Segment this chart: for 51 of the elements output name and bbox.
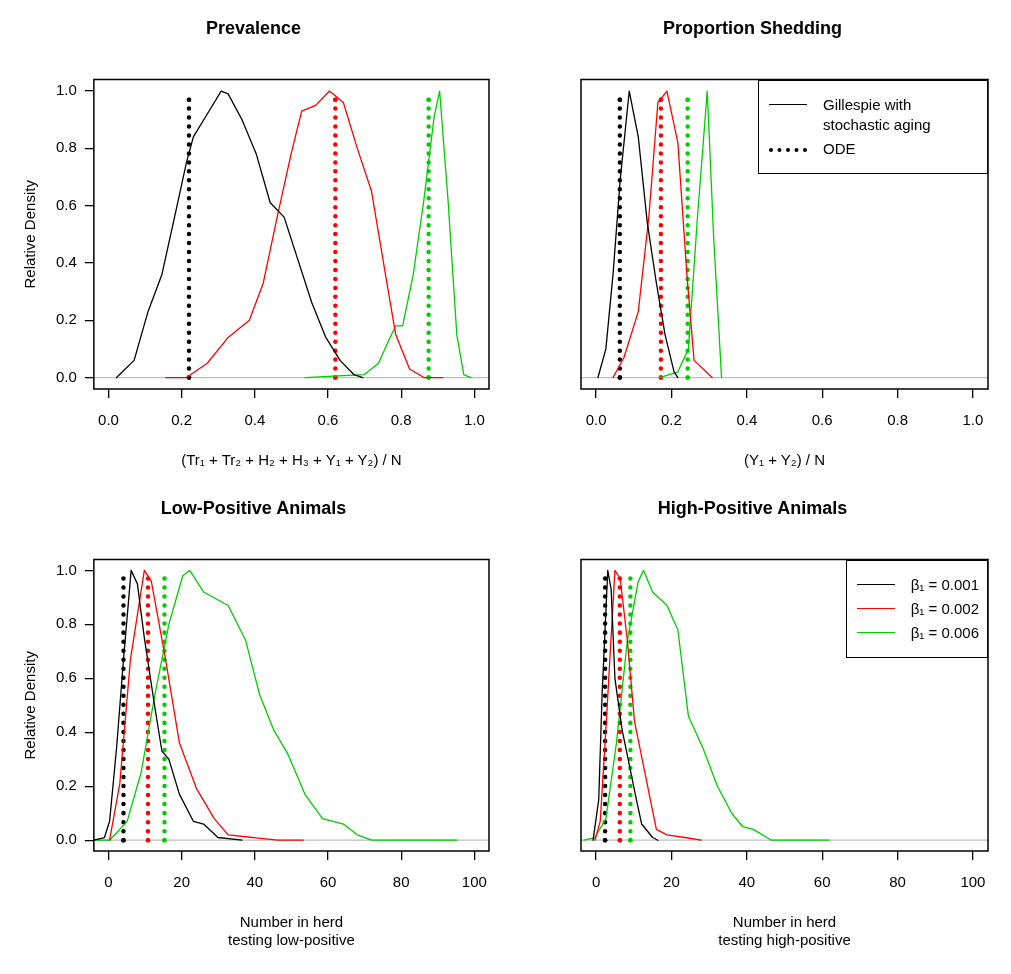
legend-label: β₁ = 0.002: [910, 598, 979, 619]
y-tick-label: 0.4: [55, 253, 77, 271]
x-tick-label: 40: [246, 873, 264, 891]
x-tick-label: 0: [104, 873, 113, 891]
legend-label: Gillespie with stochastic aging: [823, 94, 932, 135]
chart-title: Low-Positive Animals: [160, 497, 347, 518]
x-tick-label: 20: [173, 873, 191, 891]
x-axis-title: Number in herd testing low-positive: [228, 913, 355, 949]
y-axis-title: Relative Density: [21, 179, 39, 289]
legend-label: β₁ = 0.006: [910, 622, 979, 643]
x-tick-label: 0.0: [98, 411, 119, 429]
y-tick-label: 0.6: [55, 668, 77, 686]
x-axis-title: Number in herd testing high-positive: [718, 913, 851, 949]
x-tick-label: 0.8: [887, 411, 908, 429]
x-tick-label: 0.8: [390, 411, 412, 429]
y-tick-label: 1.0: [55, 81, 77, 99]
x-tick-label: 0.2: [661, 411, 682, 429]
x-tick-label: 40: [738, 873, 756, 891]
x-tick-label: 0: [591, 873, 601, 891]
x-tick-label: 100: [960, 873, 986, 891]
x-tick-label: 60: [813, 873, 831, 891]
y-tick-label: 0.2: [55, 310, 77, 328]
x-tick-label: 0.4: [736, 411, 758, 429]
x-tick-label: 1.0: [463, 411, 485, 429]
x-tick-label: 80: [889, 873, 906, 891]
chart-title: High-Positive Animals: [657, 497, 848, 518]
x-tick-label: 60: [319, 873, 337, 891]
x-tick-label: 0.2: [171, 411, 193, 429]
x-tick-label: 0.6: [811, 411, 833, 429]
x-tick-label: 0.4: [244, 411, 266, 429]
y-tick-label: 0.0: [55, 830, 77, 848]
y-tick-label: 0.8: [55, 614, 77, 632]
y-tick-label: 1.0: [55, 560, 77, 578]
y-tick-label: 0.6: [55, 195, 77, 213]
y-tick-label: 0.8: [55, 138, 77, 156]
x-tick-label: 1.0: [962, 411, 984, 429]
legend-label: β₁ = 0.001: [910, 574, 979, 595]
legend-label: ODE: [823, 138, 856, 159]
y-axis-title: Relative Density: [21, 650, 39, 760]
y-tick-label: 0.2: [55, 776, 77, 794]
chart-title: Proportion Shedding: [663, 17, 842, 38]
x-tick-label: 0.0: [585, 411, 607, 429]
x-tick-label: 20: [663, 873, 680, 891]
y-tick-label: 0.4: [55, 722, 77, 740]
x-tick-label: 100: [461, 873, 487, 891]
y-tick-label: 0.0: [55, 367, 77, 385]
x-axis-title: (Tr₁ + Tr₂ + H₂ + H₃ + Y₁ + Y₂) / N: [181, 451, 402, 469]
chart-title: Prevalence: [205, 17, 302, 38]
x-tick-label: 0.6: [317, 411, 339, 429]
x-tick-label: 80: [392, 873, 410, 891]
x-axis-title: (Y₁ + Y₂) / N: [743, 451, 826, 469]
